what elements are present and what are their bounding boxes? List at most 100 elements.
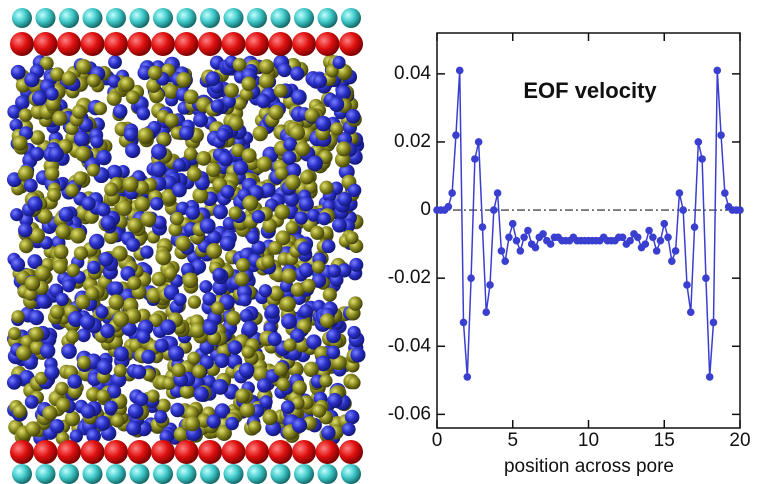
- data-point: [475, 138, 483, 146]
- data-point: [695, 138, 703, 146]
- sphere: [175, 440, 199, 464]
- sphere: [128, 32, 152, 56]
- sphere: [97, 359, 113, 375]
- sphere: [107, 91, 122, 106]
- data-point: [486, 281, 494, 289]
- sphere: [228, 206, 241, 219]
- data-point: [676, 189, 684, 197]
- sphere: [299, 263, 314, 278]
- data-point: [691, 223, 699, 231]
- sphere: [318, 212, 331, 225]
- sphere: [25, 276, 40, 291]
- sphere: [125, 143, 140, 158]
- sphere: [212, 268, 225, 281]
- sphere: [87, 74, 101, 88]
- sphere: [173, 159, 186, 172]
- sphere: [345, 231, 358, 244]
- sphere: [172, 183, 187, 198]
- sphere: [126, 90, 140, 104]
- data-point: [657, 237, 665, 245]
- sphere: [221, 185, 235, 199]
- sphere: [100, 324, 115, 339]
- sphere: [55, 224, 70, 239]
- sphere: [199, 280, 212, 293]
- sphere: [341, 464, 361, 484]
- sphere: [269, 32, 293, 56]
- sphere: [312, 260, 325, 273]
- sphere: [11, 65, 26, 80]
- sphere: [57, 440, 81, 464]
- sphere: [155, 338, 169, 352]
- sphere: [151, 162, 167, 178]
- sphere: [104, 401, 118, 415]
- sphere: [132, 365, 147, 380]
- sphere: [224, 83, 239, 98]
- plot: EOF velocity position across pore 0.040.…: [388, 33, 751, 477]
- sphere: [241, 77, 256, 92]
- data-point: [479, 223, 487, 231]
- sphere: [76, 59, 91, 74]
- sphere: [59, 207, 74, 222]
- data-point: [467, 274, 475, 282]
- sphere: [245, 32, 269, 56]
- sphere: [24, 72, 39, 87]
- sphere: [295, 141, 310, 156]
- data-point: [524, 227, 532, 235]
- molecular-snapshot: [7, 8, 366, 484]
- sphere: [128, 440, 152, 464]
- sphere: [113, 104, 128, 119]
- sphere: [96, 150, 111, 165]
- sphere: [127, 276, 141, 290]
- sphere: [211, 302, 224, 315]
- data-point: [452, 131, 460, 139]
- sphere: [275, 167, 288, 180]
- sphere: [85, 287, 99, 301]
- sphere: [214, 353, 229, 368]
- x-tick-label: 15: [654, 430, 675, 451]
- sphere: [206, 243, 222, 259]
- sphere: [198, 32, 222, 56]
- sphere: [226, 311, 241, 326]
- sphere: [277, 63, 291, 77]
- sphere: [216, 128, 230, 142]
- sphere: [319, 374, 332, 387]
- sphere: [94, 102, 107, 115]
- data-point: [539, 230, 547, 238]
- data-point: [619, 234, 627, 242]
- sphere: [67, 374, 82, 389]
- sphere: [347, 326, 360, 339]
- sphere: [242, 195, 258, 211]
- sphere: [29, 310, 44, 325]
- sphere: [168, 346, 184, 362]
- sphere: [72, 104, 86, 118]
- sphere: [327, 393, 342, 408]
- sphere: [235, 272, 249, 286]
- sphere: [350, 347, 365, 362]
- sphere: [74, 246, 88, 260]
- data-point: [710, 319, 718, 327]
- sphere: [56, 398, 70, 412]
- sphere: [48, 146, 64, 162]
- y-tick-label: -0.06: [388, 403, 431, 424]
- x-tick-label: 5: [507, 430, 518, 451]
- sphere: [346, 109, 361, 124]
- sphere: [25, 395, 39, 409]
- data-point: [660, 220, 668, 228]
- sphere: [263, 410, 278, 425]
- data-point: [456, 67, 464, 75]
- sphere: [257, 156, 273, 172]
- sphere: [104, 32, 128, 56]
- data-point: [683, 281, 691, 289]
- sphere: [96, 389, 109, 402]
- sphere: [211, 99, 225, 113]
- sphere: [15, 95, 30, 110]
- sphere: [310, 226, 324, 240]
- sphere: [187, 352, 200, 365]
- sphere: [328, 264, 341, 277]
- sphere: [242, 346, 255, 359]
- sphere: [316, 32, 340, 56]
- sphere: [66, 330, 80, 344]
- sphere: [320, 313, 335, 328]
- sphere: [240, 402, 255, 417]
- data-point: [501, 257, 509, 265]
